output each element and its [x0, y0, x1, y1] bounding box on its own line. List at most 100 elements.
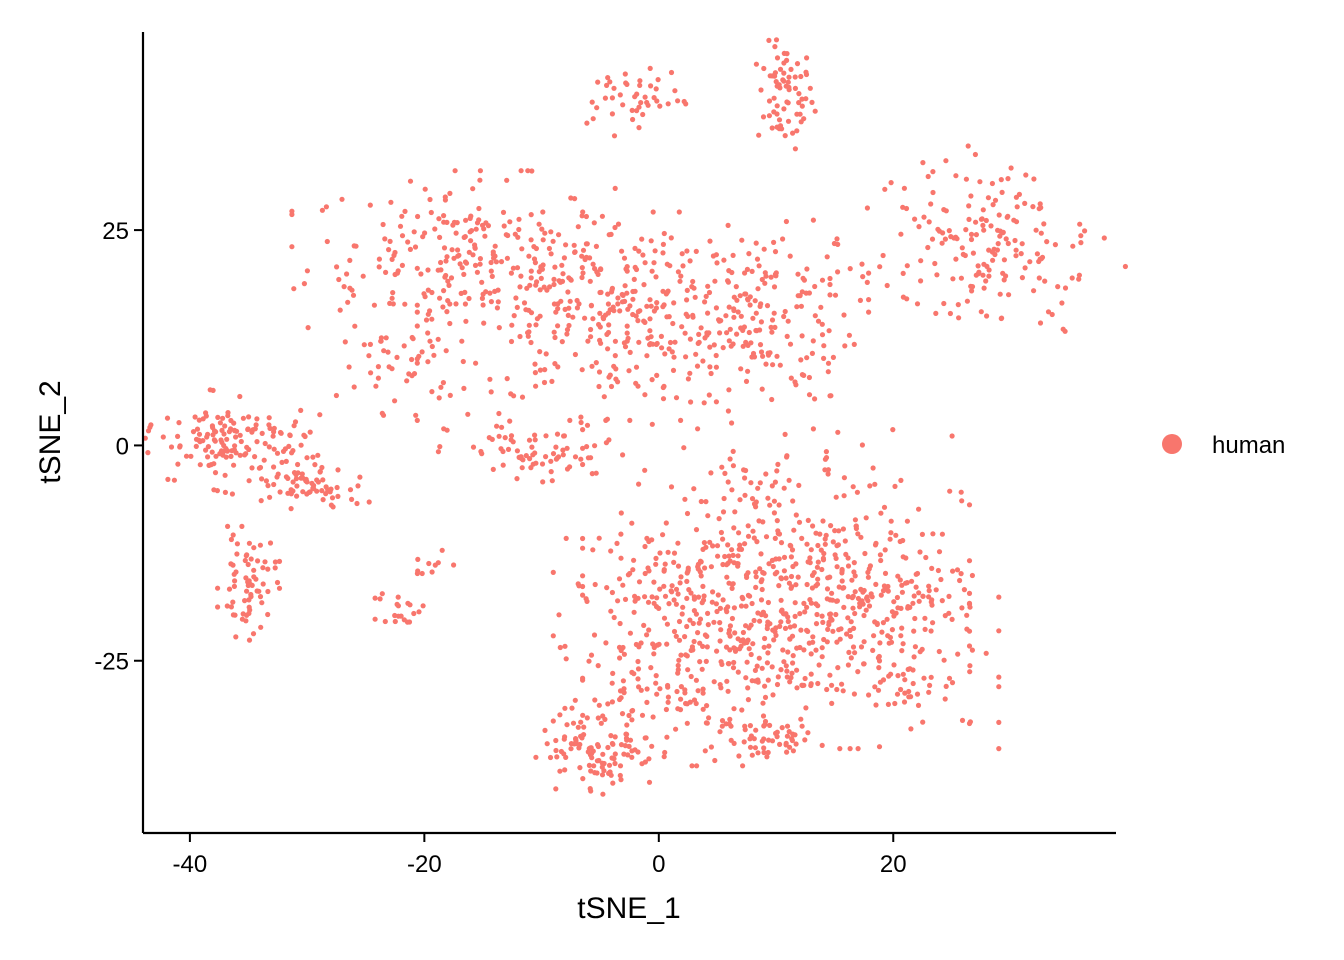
data-point [676, 618, 683, 625]
data-point [668, 484, 675, 490]
data-point [739, 707, 745, 713]
data-point [242, 557, 248, 564]
data-point [757, 618, 763, 624]
data-point [746, 329, 752, 336]
data-point [947, 310, 954, 317]
data-point [876, 665, 882, 671]
data-point [708, 564, 715, 570]
data-point [1034, 251, 1040, 257]
data-point [449, 247, 455, 253]
data-point [294, 483, 300, 489]
data-point [215, 414, 221, 420]
data-point [204, 434, 210, 440]
data-point [529, 444, 535, 450]
data-point [736, 753, 742, 759]
data-point [678, 652, 684, 658]
data-point [468, 213, 474, 219]
data-point [681, 445, 687, 451]
data-point [395, 603, 401, 609]
data-point [553, 786, 559, 792]
data-point [851, 560, 857, 566]
data-point [954, 567, 961, 573]
data-point [745, 570, 751, 576]
data-point [366, 499, 372, 505]
data-point [760, 353, 766, 359]
data-point [898, 605, 904, 612]
data-point [745, 697, 752, 703]
data-point [852, 650, 858, 656]
data-point [642, 594, 648, 600]
data-point [561, 255, 568, 261]
data-point [710, 589, 716, 595]
data-point [719, 718, 726, 724]
data-point [890, 427, 896, 433]
data-point [531, 244, 537, 250]
data-point [192, 414, 198, 420]
data-point [453, 301, 459, 307]
data-point [570, 314, 576, 320]
data-point [691, 486, 697, 492]
data-point [901, 185, 908, 191]
data-point [753, 569, 759, 575]
data-point [967, 663, 973, 669]
data-point [742, 475, 748, 481]
data-point [981, 227, 987, 233]
data-point [211, 428, 218, 434]
data-point [779, 725, 785, 731]
data-point [627, 630, 634, 636]
data-point [997, 291, 1003, 297]
data-point [734, 331, 740, 337]
data-point [876, 658, 883, 664]
data-point [1018, 251, 1024, 257]
data-point [689, 763, 695, 769]
data-point [265, 611, 271, 618]
data-point [729, 487, 735, 493]
data-point [667, 263, 673, 269]
data-point [941, 657, 947, 663]
data-point [635, 666, 642, 672]
data-point [444, 254, 450, 260]
data-point [640, 111, 646, 118]
data-point [764, 625, 770, 632]
data-point [556, 278, 562, 284]
data-point [317, 469, 323, 475]
data-point [447, 392, 453, 398]
data-point [665, 549, 671, 555]
data-point [700, 690, 706, 696]
data-point [718, 627, 724, 633]
data-point [794, 685, 800, 691]
data-point [638, 100, 644, 106]
data-point [756, 263, 762, 269]
data-point [694, 363, 701, 369]
data-point [801, 116, 807, 122]
data-point [416, 353, 422, 359]
data-point [574, 305, 581, 311]
data-point [528, 237, 534, 243]
data-point [260, 581, 266, 587]
data-point [783, 575, 789, 581]
data-point [228, 453, 234, 459]
data-point [812, 108, 818, 114]
data-point [788, 66, 794, 72]
data-point [888, 530, 894, 536]
data-point [1019, 241, 1025, 247]
data-point [376, 264, 382, 270]
data-point [225, 523, 231, 530]
data-point [334, 264, 340, 270]
data-point [747, 744, 754, 750]
data-point [892, 483, 898, 489]
data-point [659, 345, 665, 351]
data-point [870, 647, 876, 654]
data-point [591, 763, 597, 769]
data-point [644, 686, 650, 692]
data-point [620, 644, 626, 651]
data-point [288, 506, 294, 512]
data-point [590, 116, 596, 122]
data-point [624, 323, 630, 329]
data-point [246, 446, 252, 453]
data-point [317, 412, 323, 418]
data-point [703, 293, 709, 299]
data-point [876, 744, 883, 750]
data-point [796, 519, 803, 525]
data-point [595, 715, 601, 721]
